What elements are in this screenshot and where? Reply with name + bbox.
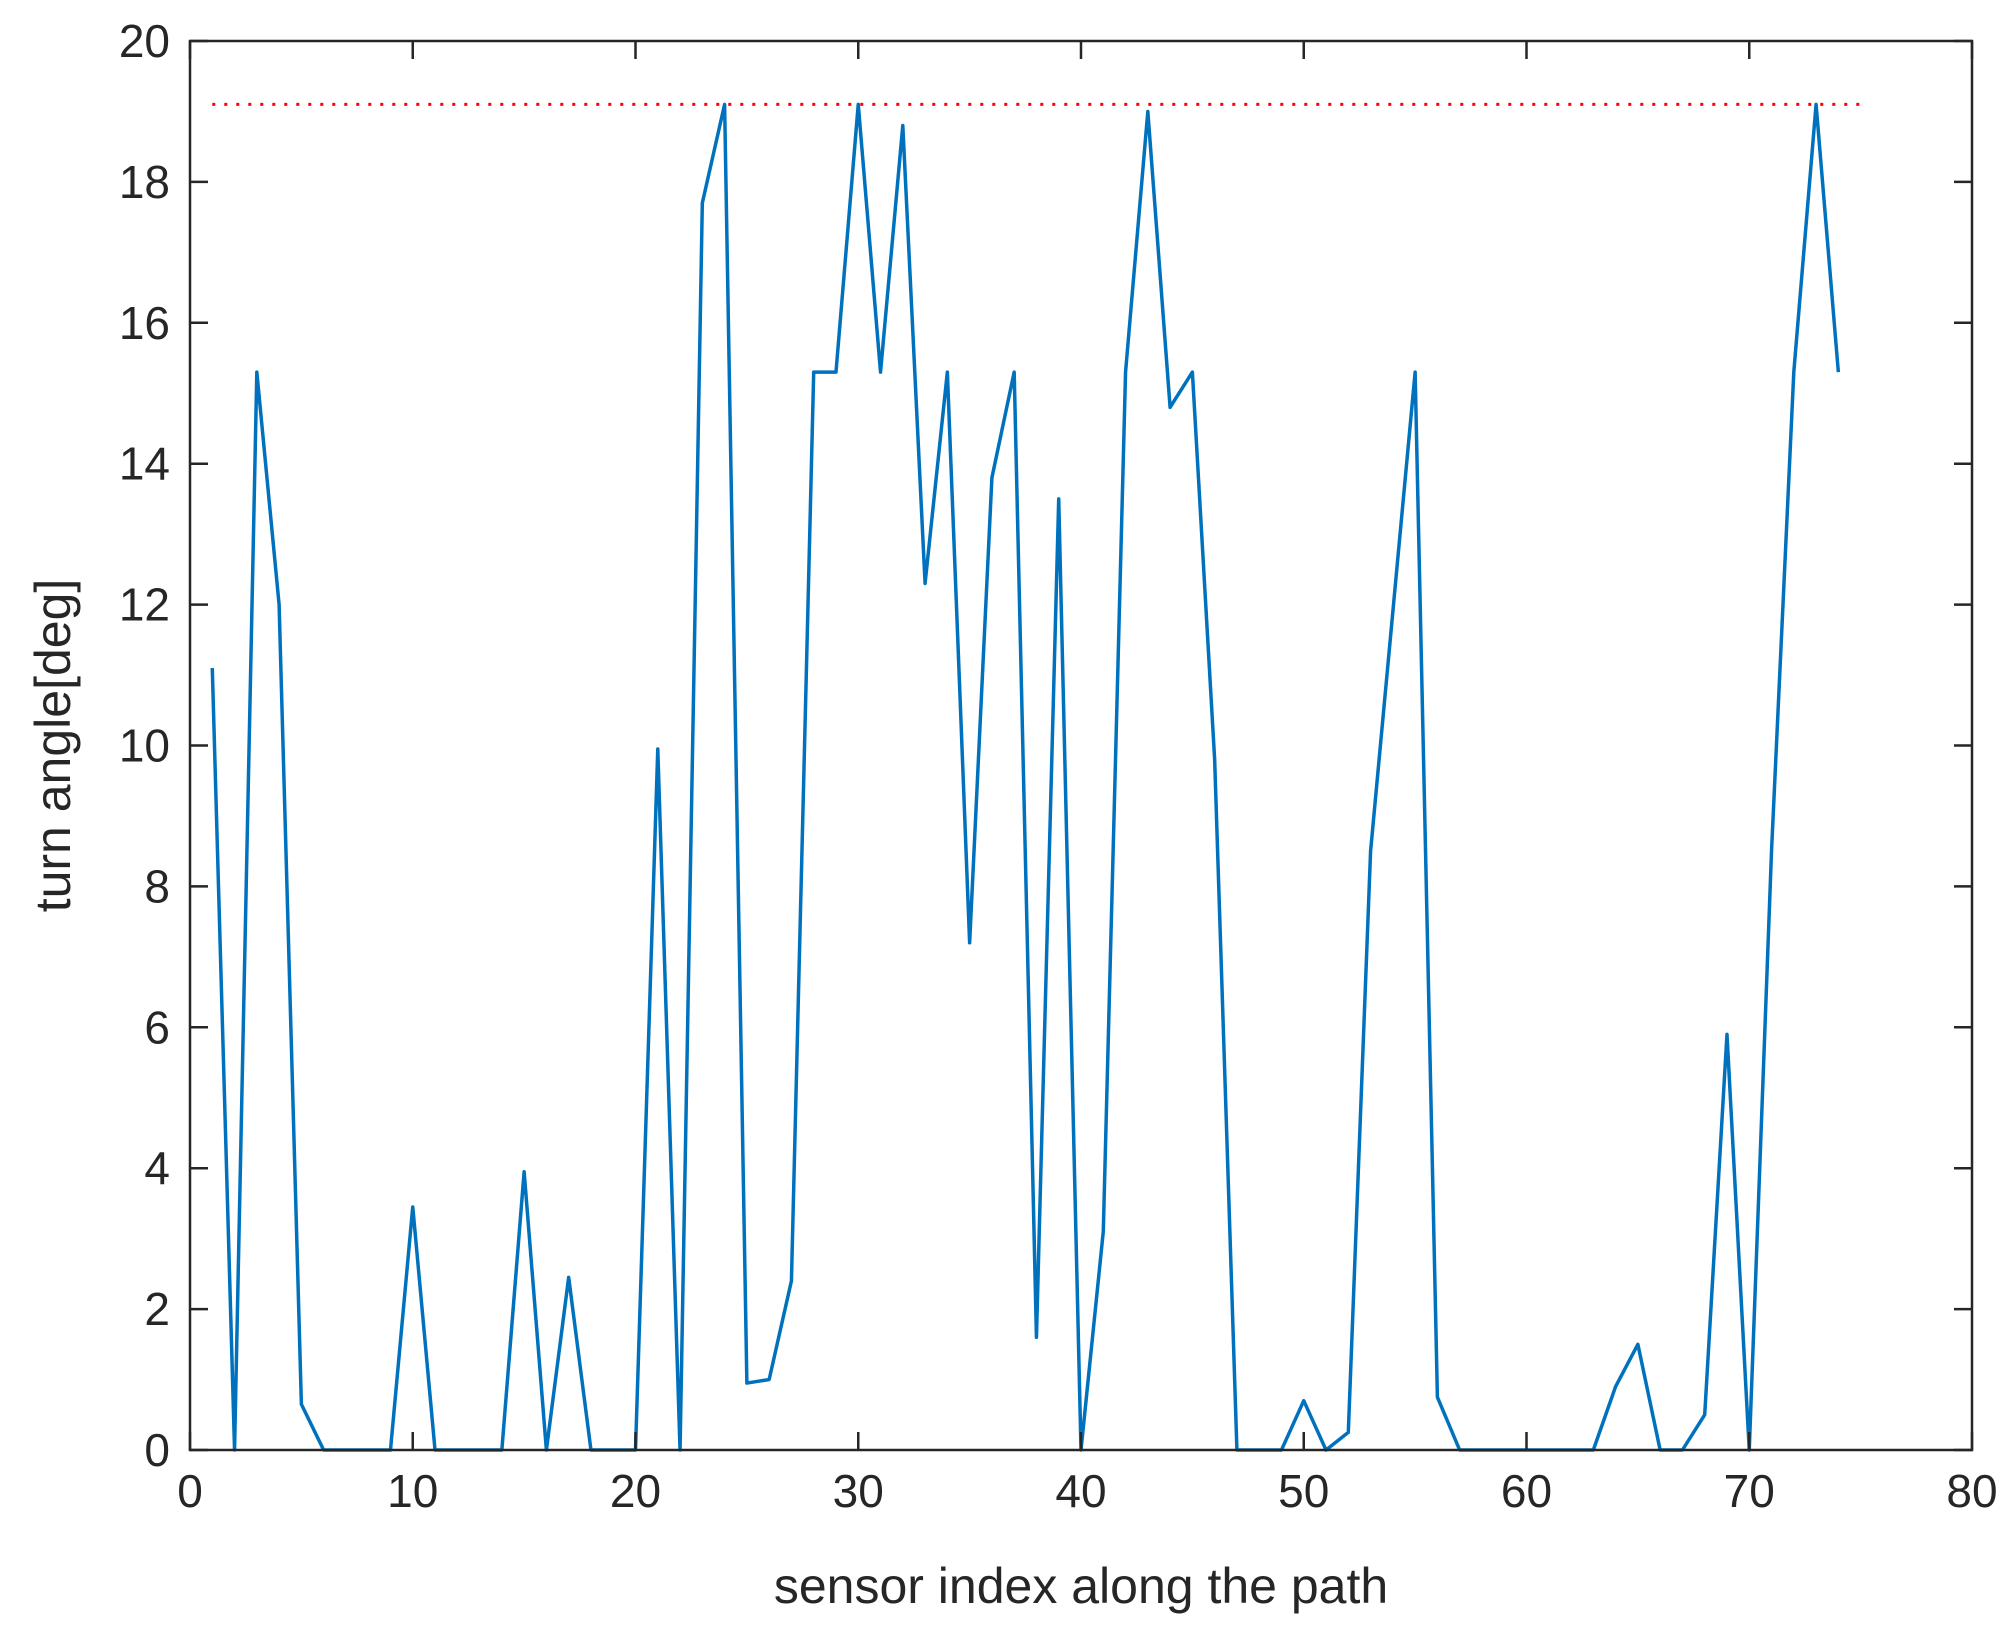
x-tick-label: 10 — [387, 1465, 438, 1517]
y-tick-label: 0 — [144, 1424, 170, 1476]
ticks-layer: 0 10 20 30 40 50 60 70 80 0 2 4 6 8 10 12 14 16 18 20 — [119, 15, 1998, 1517]
y-tick-label: 6 — [144, 1001, 170, 1053]
x-tick-label: 20 — [610, 1465, 661, 1517]
y-tick-label: 14 — [119, 438, 170, 490]
y-tick-label: 18 — [119, 156, 170, 208]
y-tick-label: 10 — [119, 720, 170, 772]
y-axis-label: turn angle[deg] — [25, 579, 81, 913]
y-tick-label: 20 — [119, 15, 170, 67]
y-tick-label: 2 — [144, 1283, 170, 1335]
x-tick-label: 60 — [1501, 1465, 1552, 1517]
x-tick-label: 0 — [177, 1465, 203, 1517]
x-axis-label: sensor index along the path — [774, 1558, 1388, 1614]
y-tick-label: 8 — [144, 860, 170, 912]
plot-frame — [188, 39, 1974, 1452]
x-tick-label: 30 — [833, 1465, 884, 1517]
y-tick-label: 4 — [144, 1142, 170, 1194]
y-tick-label: 16 — [119, 297, 170, 349]
x-tick-label: 80 — [1946, 1465, 1997, 1517]
x-tick-label: 50 — [1278, 1465, 1329, 1517]
y-tick-label: 12 — [119, 579, 170, 631]
x-tick-label: 70 — [1724, 1465, 1775, 1517]
x-tick-label: 40 — [1055, 1465, 1106, 1517]
